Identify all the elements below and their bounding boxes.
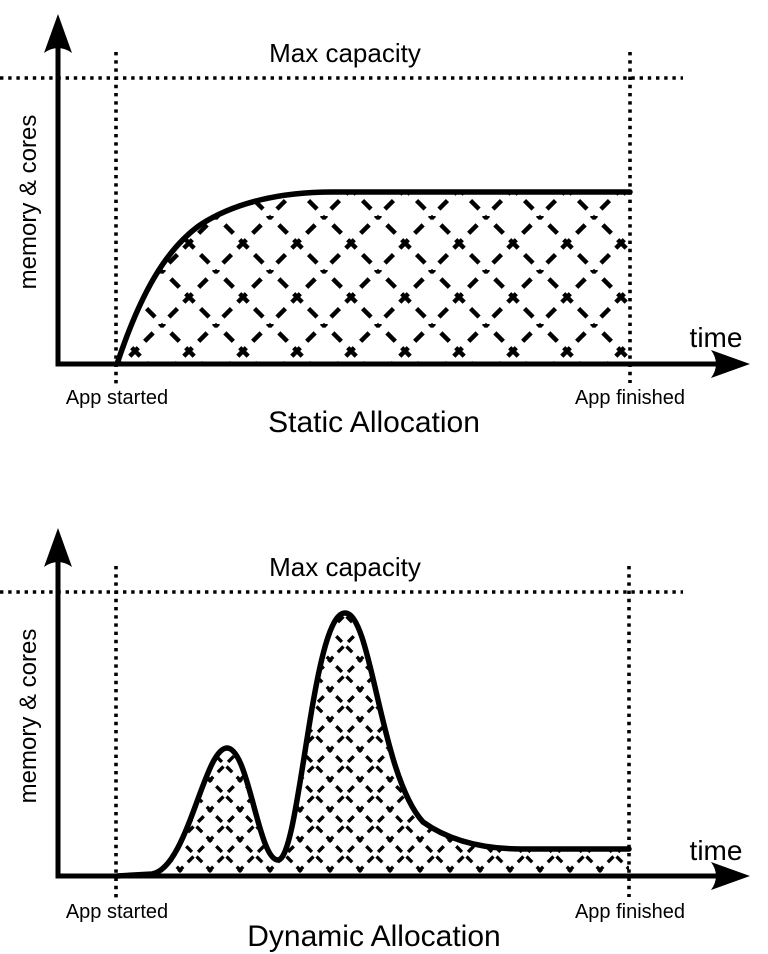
y-axis-label: memory & cores — [15, 629, 42, 804]
max-capacity-label: Max capacity — [269, 552, 421, 582]
max-capacity-label: Max capacity — [269, 38, 421, 68]
app-finished-label: App finished — [575, 901, 685, 923]
chart-title: Static Allocation — [268, 406, 480, 439]
allocation-curve — [114, 189, 633, 367]
app-started-label: App started — [66, 901, 168, 923]
chart-title: Dynamic Allocation — [247, 920, 500, 953]
y-axis-label: memory & cores — [15, 115, 42, 290]
x-axis-label: time — [690, 322, 743, 353]
app-started-label: App started — [66, 387, 168, 409]
x-axis-arrowhead-icon — [711, 350, 750, 378]
allocated-area-hatch — [117, 192, 628, 364]
y-axis-arrowhead-icon — [44, 14, 72, 53]
y-axis-arrowhead-icon — [44, 528, 72, 567]
dynamic-allocation-chart: Max capacity memory & cores time App sta… — [0, 528, 750, 953]
app-finished-label: App finished — [575, 387, 685, 409]
x-axis-label: time — [690, 835, 743, 866]
allocation-curve — [114, 610, 632, 879]
x-axis-arrowhead-icon — [711, 862, 750, 890]
static-allocation-chart: Max capacity memory & cores time App sta… — [0, 14, 750, 439]
allocated-area-hatch — [117, 613, 629, 876]
